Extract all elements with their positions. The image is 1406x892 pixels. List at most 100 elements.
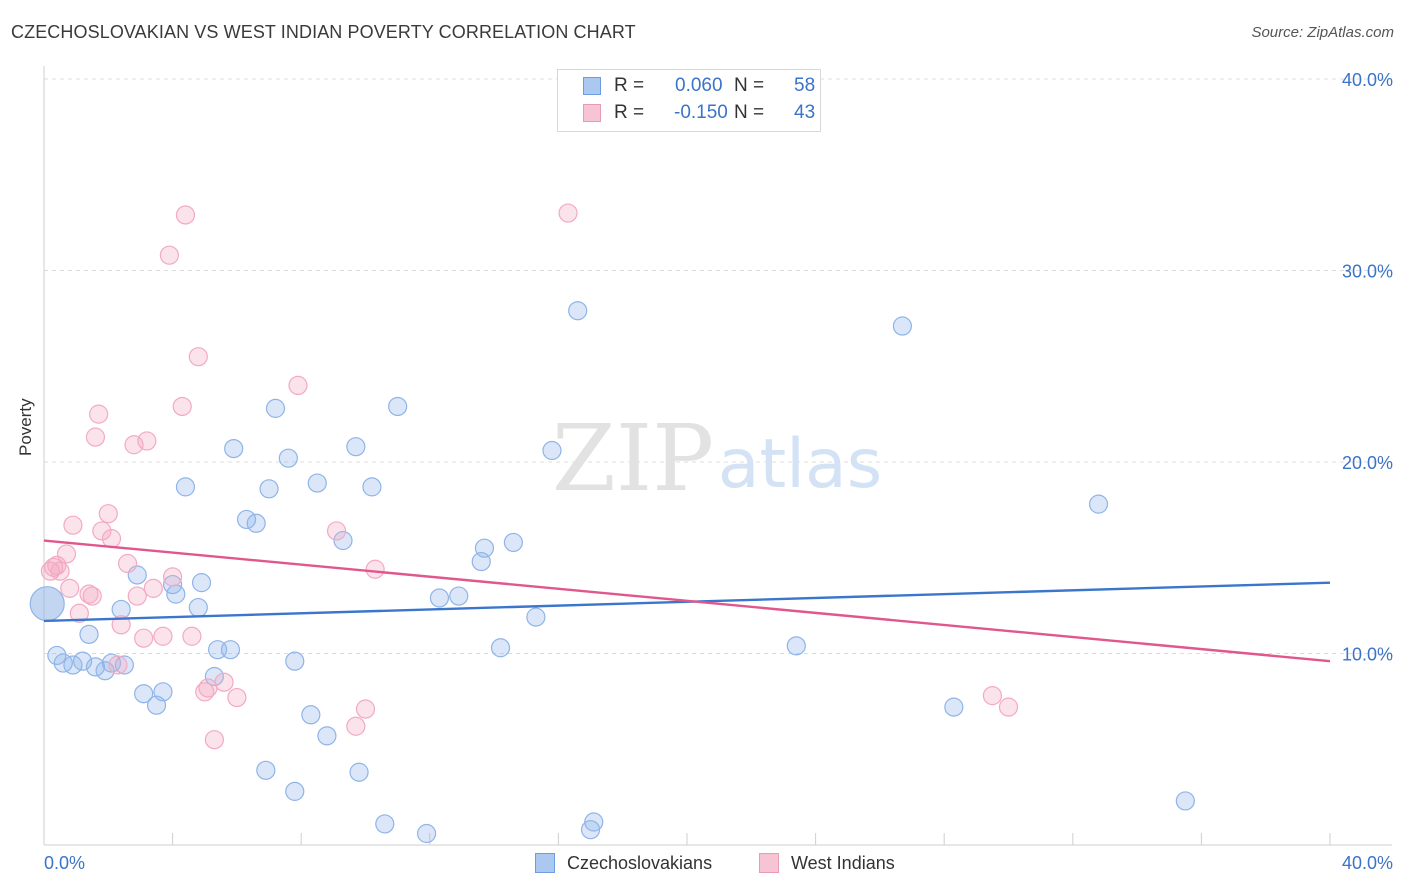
czechoslovakian-point — [188, 597, 208, 618]
west-indian-point — [69, 603, 89, 623]
stats-r-label: R = — [614, 75, 645, 96]
west-indian-point — [346, 716, 366, 736]
czechoslovakian-point — [134, 684, 154, 704]
czechoslovakian-point — [542, 440, 562, 461]
west-indian-point — [326, 521, 347, 541]
czechoslovakian-point — [1088, 494, 1109, 514]
west-indian-point — [79, 584, 99, 604]
stats-r-value: 0.060 — [675, 75, 723, 96]
west-indian-point — [214, 672, 234, 692]
west-indian-point — [355, 699, 376, 719]
west-indian-point — [137, 431, 157, 451]
west-indian-point — [111, 615, 131, 635]
czechoslovakian-point — [317, 726, 337, 746]
watermark-atlas: atlas — [718, 425, 882, 504]
czechoslovakian-point — [246, 513, 266, 533]
czechoslovakian-point — [490, 638, 511, 658]
west-indian-point — [56, 544, 77, 564]
czechoslovakian-point — [362, 477, 382, 497]
axes-layer — [43, 66, 1392, 846]
west-indian-point — [89, 404, 109, 424]
x-tick-label-min: 0.0% — [44, 853, 85, 873]
czechoslovakian-point — [449, 586, 469, 606]
points-layer — [29, 203, 1195, 844]
west-indian-point — [182, 626, 202, 646]
west-indian-point — [60, 578, 80, 598]
czechoslovakian-point — [285, 651, 305, 671]
czechoslovakian-point — [220, 640, 241, 660]
czechoslovakian-point — [79, 624, 99, 644]
west-indian-point — [198, 678, 218, 698]
czechoslovakian-point — [47, 645, 67, 666]
czechoslovakian-point — [153, 682, 173, 702]
west-indian-point — [365, 559, 385, 579]
y-tick-label: 10.0% — [1342, 645, 1393, 665]
czechoslovakian-point — [333, 530, 353, 551]
czechoslovakian-point — [301, 705, 321, 725]
west-indian-trend-line — [43, 539, 1331, 663]
czechoslovakian-point — [29, 586, 65, 622]
stats-n-value: 43 — [794, 102, 816, 123]
czechoslovakian-point — [429, 588, 450, 608]
czechoslovakian-point — [526, 607, 546, 627]
west-indian-point — [134, 628, 154, 648]
watermark: ZIP atlas — [552, 405, 882, 512]
west-indian-point — [153, 626, 173, 646]
west-indian-point — [288, 375, 308, 395]
west-indian-point — [204, 730, 224, 750]
czechoslovakian-point — [236, 509, 257, 530]
czechoslovakian-point — [568, 301, 588, 321]
west-indian-point — [982, 686, 1003, 706]
czechoslovakian-point — [503, 532, 523, 553]
labels-layer: 10.0% 20.0% 30.0% 40.0% 0.0% 40.0% — [44, 70, 1393, 873]
czechoslovakian-point — [265, 398, 286, 418]
watermark-zip: ZIP — [552, 405, 714, 512]
west-indian-point — [50, 561, 70, 581]
trend-layer — [43, 539, 1331, 663]
west-indian-point — [85, 427, 106, 447]
west-indian-point — [175, 205, 196, 225]
west-indian-point — [998, 697, 1019, 717]
west-indian-point — [172, 396, 192, 417]
west-indian-point — [63, 515, 83, 535]
west-indian-point — [127, 586, 147, 606]
y-tick-label: 40.0% — [1342, 70, 1393, 90]
west-indian-point — [159, 245, 179, 265]
source-label: Source: ZipAtlas.com — [1251, 24, 1394, 41]
stats-n-label: N = — [734, 102, 765, 123]
czechoslovakian-point — [584, 812, 604, 832]
czechoslovakian-point — [892, 316, 913, 336]
czechoslovakian-point — [204, 666, 224, 687]
czechoslovakian-point — [53, 653, 73, 673]
grid-layer — [44, 78, 1392, 654]
czechoslovakian-point — [224, 438, 244, 459]
legend-label: West Indians — [791, 853, 895, 873]
stats-box: R = 0.060 N = 58 R = -0.150 N = 43 — [557, 69, 821, 132]
czechoslovakian-point — [63, 655, 83, 675]
czechoslovakian-point — [346, 437, 366, 457]
stats-r-label: R = — [614, 102, 645, 123]
west-indian-point — [108, 655, 128, 675]
czechoslovakian-point — [944, 697, 964, 717]
west-indian-point — [163, 567, 183, 587]
legend-label: Czechoslovakians — [567, 853, 713, 873]
west-indian-point — [227, 687, 247, 708]
czechoslovakian-point — [786, 636, 806, 656]
czechoslovakian-point — [474, 538, 495, 558]
west-indian-point — [92, 521, 112, 541]
west-indian-point — [101, 528, 122, 549]
west-indian-point — [117, 553, 138, 574]
west-indian-point — [558, 203, 578, 223]
czechoslovakian-point — [285, 781, 305, 801]
czechoslovakian-point — [175, 477, 196, 497]
czechoslovakian-point — [278, 448, 298, 468]
czechoslovakian-point — [1175, 791, 1195, 811]
y-tick-label: 20.0% — [1342, 453, 1393, 473]
czechoslovakian-point — [375, 814, 395, 834]
czechoslovakian-point — [388, 396, 408, 417]
stats-swatch-west-indians — [583, 104, 601, 122]
czechoslovakian-point — [114, 655, 134, 675]
legend-swatch-czechoslovakians — [535, 853, 555, 873]
west-indian-point — [188, 347, 208, 367]
czechoslovakian-point — [307, 473, 327, 493]
